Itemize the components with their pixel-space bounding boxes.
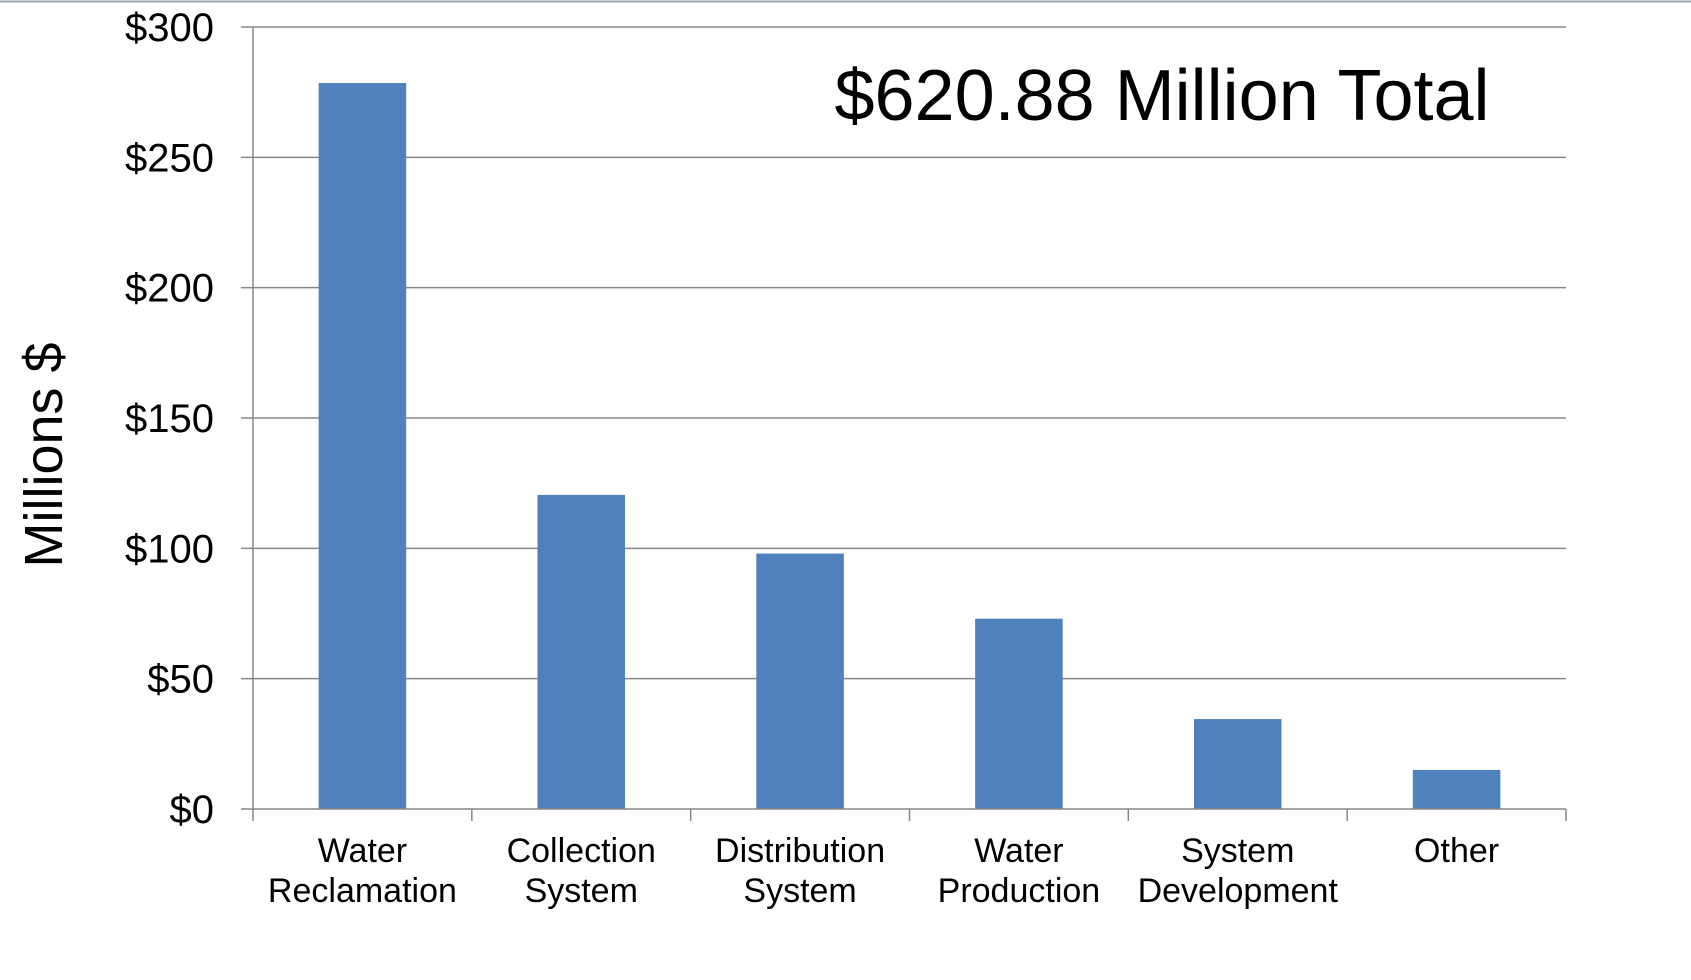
x-category-label-line: Collection bbox=[507, 832, 656, 870]
x-category-label: Other bbox=[1414, 832, 1499, 870]
y-axis-title: Millions $ bbox=[14, 342, 74, 567]
bar bbox=[975, 618, 1063, 809]
x-category-label-line: System bbox=[525, 872, 638, 910]
bar bbox=[1193, 719, 1282, 809]
x-category-label: Water Production bbox=[938, 832, 1101, 910]
y-tick-label: $100 bbox=[125, 527, 214, 571]
bar bbox=[756, 553, 844, 809]
y-tick-label: $150 bbox=[125, 397, 214, 441]
x-category-label-line: Reclamation bbox=[268, 872, 457, 910]
gridlines bbox=[253, 26, 1566, 680]
x-category-label-line: System bbox=[743, 872, 856, 910]
y-tick-label: $50 bbox=[147, 658, 214, 702]
y-tick-label: $0 bbox=[170, 788, 215, 832]
total-annotation: $620.88 Million Total bbox=[834, 56, 1489, 136]
x-category-label: Distribution System bbox=[715, 832, 885, 910]
x-category-label-line: Development bbox=[1138, 872, 1339, 910]
y-tick-labels: $0 $50 $100 $150 $200 $250 $300 bbox=[125, 6, 214, 832]
x-category-label: Water Reclamation bbox=[268, 832, 457, 910]
bar bbox=[318, 83, 407, 809]
axes bbox=[241, 26, 1567, 821]
y-tick-label: $200 bbox=[125, 267, 214, 311]
x-category-label-line: Water bbox=[974, 832, 1063, 870]
x-category-label-line: System bbox=[1181, 832, 1294, 870]
x-category-label-line: Water bbox=[318, 832, 407, 870]
x-category-label-line: Other bbox=[1414, 832, 1499, 870]
x-category-label-line: Production bbox=[938, 872, 1101, 910]
x-category-label: Collection System bbox=[507, 832, 656, 910]
x-category-label: System Development bbox=[1138, 832, 1339, 910]
bars bbox=[318, 83, 1501, 809]
x-category-label-line: Distribution bbox=[715, 832, 885, 870]
y-tick-label: $300 bbox=[125, 6, 214, 50]
y-tick-label: $250 bbox=[125, 136, 214, 180]
bar bbox=[1412, 769, 1501, 809]
bar bbox=[537, 494, 626, 809]
